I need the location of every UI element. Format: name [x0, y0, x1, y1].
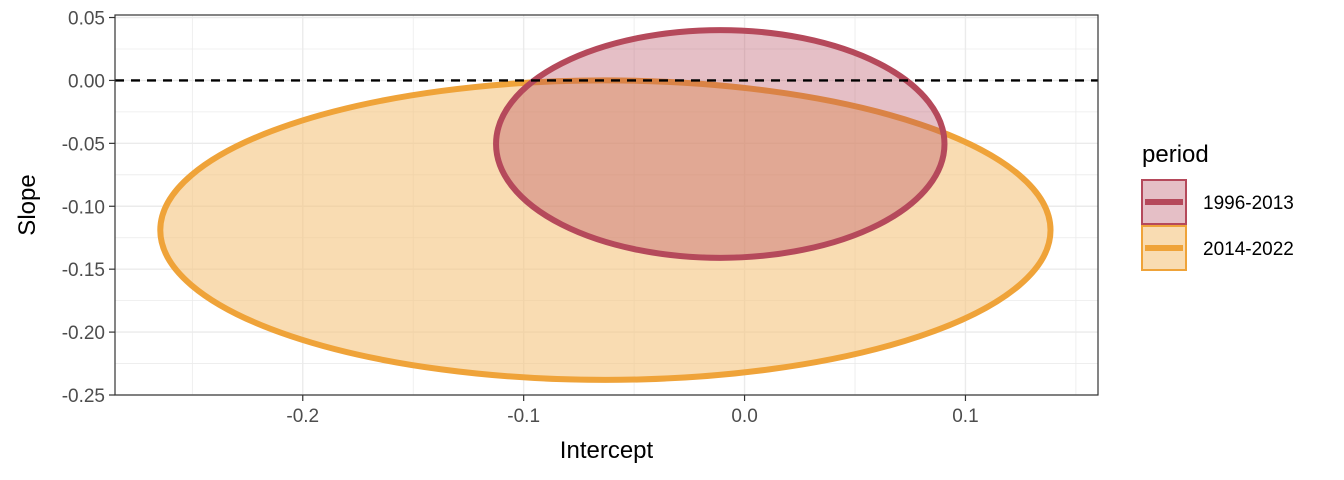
legend: period 1996-2013 2014-2022	[1141, 141, 1294, 271]
x-tick-label: 0.1	[952, 406, 978, 427]
legend-title: period	[1142, 141, 1209, 168]
x-tick-label: 0.0	[731, 406, 757, 427]
axes: -0.2 -0.1 0.0 0.1 -0.25 -0.20 -0.15 -0.10 -0.05 0…	[62, 9, 979, 427]
y-tick-label: -0.05	[62, 134, 105, 155]
y-tick-label: -0.20	[62, 323, 105, 344]
ellipses	[157, 27, 1054, 383]
y-tick-label: -0.15	[62, 260, 105, 281]
legend-label: 2014-2022	[1203, 239, 1294, 260]
y-tick-label: 0.05	[68, 9, 105, 30]
y-tick-label: -0.10	[62, 197, 105, 218]
x-axis-title: Intercept	[560, 437, 654, 464]
legend-label: 1996-2013	[1203, 193, 1294, 214]
x-tick-label: -0.1	[507, 406, 540, 427]
ellipse-1996-2013	[493, 27, 948, 261]
plot-panel-border	[114, 14, 1099, 396]
y-tick-label: -0.25	[62, 386, 105, 407]
x-tick-label: -0.2	[286, 406, 319, 427]
y-tick-label: 0.00	[68, 71, 105, 92]
y-axis-title: Slope	[14, 174, 41, 235]
ellipse-2014-2022	[157, 77, 1054, 383]
